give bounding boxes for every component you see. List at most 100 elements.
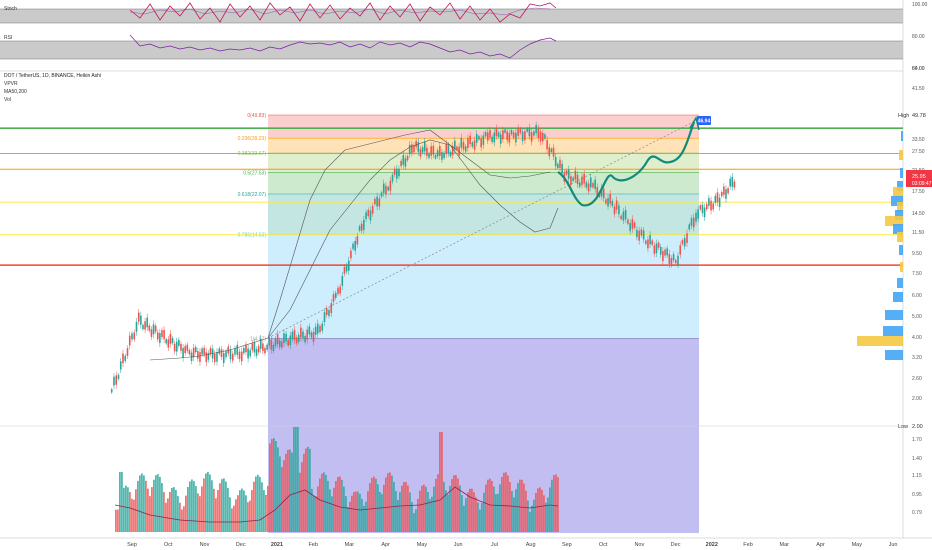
- candle-body: [572, 177, 574, 181]
- candle-body: [184, 346, 186, 354]
- volume-bar: [289, 449, 291, 532]
- volume-bar: [359, 493, 361, 532]
- volume-bar: [169, 491, 171, 532]
- candle-body: [406, 156, 409, 161]
- candle-body: [367, 209, 370, 217]
- candle-body: [681, 240, 684, 245]
- volume-bar: [527, 500, 529, 532]
- candle-body: [251, 343, 254, 351]
- candle-body: [347, 260, 350, 271]
- candle-body: [622, 211, 625, 221]
- candle-body: [647, 239, 649, 249]
- candle-body: [567, 169, 570, 179]
- target-value: 46.94: [698, 119, 711, 125]
- candle-body: [205, 352, 208, 363]
- time-axis-label: Mar: [780, 542, 790, 548]
- candle-body: [238, 351, 241, 360]
- candle-body: [489, 130, 491, 138]
- volume-bar: [179, 502, 181, 532]
- candle-body: [227, 346, 230, 354]
- price-axis[interactable]: 64.0041.5033.5027.5021.5017.5014.5011.50…: [912, 66, 925, 516]
- candle-body: [659, 246, 662, 255]
- candle-body: [268, 337, 271, 346]
- candle-body: [283, 333, 285, 344]
- volume-bar: [327, 480, 329, 532]
- legend: DOT / TetherUS, 1D, BINANCE, Heikin Ashi…: [4, 73, 101, 103]
- volume-bar: [259, 476, 261, 532]
- candle-body: [426, 147, 428, 157]
- price-axis-label: 3.20: [912, 355, 922, 361]
- volume-bar: [175, 489, 177, 532]
- volume-bar: [481, 502, 483, 532]
- low-label: Low: [898, 424, 908, 430]
- candle-body: [374, 198, 376, 205]
- volume-bar: [515, 489, 517, 532]
- fib-level-label: 1(4.97): [250, 337, 266, 343]
- candle-body: [291, 331, 294, 340]
- candle-body: [605, 199, 607, 204]
- candle-body: [554, 156, 557, 167]
- volume-bar: [531, 505, 533, 532]
- candle-body: [119, 361, 122, 370]
- vpvr-bar: [897, 202, 903, 212]
- symbol-line: DOT / TetherUS, 1D, BINANCE, Heikin Ashi: [4, 73, 101, 79]
- candle-body: [447, 145, 450, 154]
- volume-bar: [427, 491, 429, 532]
- fibonacci-retracement[interactable]: 0(49.83) 0.236(39.23) 0.382(33.67) 0.5(27.5…: [238, 113, 699, 343]
- volume-bar: [361, 498, 363, 532]
- candle-body: [662, 251, 664, 261]
- volume-bar: [279, 456, 281, 532]
- candle-body: [330, 303, 333, 314]
- volume-bar: [457, 478, 459, 532]
- candle-body: [512, 132, 515, 138]
- candle-body: [274, 339, 277, 346]
- time-axis[interactable]: Sep Oct Nov Dec 2021 Feb Mar Apr May Jun Jul Aug Sep…: [127, 542, 897, 548]
- fib-level-label: 0.786(14.53): [238, 233, 267, 239]
- projection-path[interactable]: [557, 121, 696, 207]
- candle-body: [266, 344, 268, 350]
- volume-bar: [503, 472, 505, 532]
- volume-bar: [159, 476, 161, 532]
- candle-body: [701, 204, 704, 214]
- volume-bar: [479, 509, 481, 532]
- fib-band: [268, 153, 699, 173]
- volume-bar: [387, 473, 389, 532]
- candle-body: [642, 230, 645, 240]
- candle-body: [287, 340, 289, 346]
- candle-body: [126, 348, 129, 356]
- candle-body: [124, 355, 127, 361]
- candle-body: [350, 250, 352, 259]
- candle-body: [159, 333, 161, 343]
- volume-bar: [261, 482, 263, 532]
- candle-body: [708, 198, 710, 206]
- candle-body: [471, 142, 474, 147]
- volume-bar: [157, 474, 159, 532]
- volume-bar: [273, 438, 275, 532]
- price-axis-label: 1.40: [912, 456, 922, 462]
- candle-body: [352, 243, 354, 249]
- candle-body: [186, 344, 189, 351]
- volume-bar: [353, 491, 355, 532]
- rsi-scale: 80.00: [912, 34, 925, 40]
- volume-bar: [205, 473, 207, 532]
- volume-bar: [487, 479, 489, 532]
- candle-body: [559, 159, 561, 169]
- volume-bar: [287, 449, 289, 532]
- candle-body: [638, 230, 640, 241]
- candle-body: [306, 329, 308, 340]
- candle-body: [272, 344, 275, 352]
- volume-bar: [537, 488, 539, 532]
- candle-body: [640, 229, 643, 236]
- horizontal-levels[interactable]: [0, 127, 903, 266]
- candle-body: [576, 174, 579, 185]
- candle-body: [430, 146, 432, 156]
- volume-bar: [301, 462, 303, 532]
- candle-body: [473, 140, 476, 150]
- volume-bar: [383, 484, 385, 532]
- volume-bar: [299, 472, 301, 532]
- candle-body: [229, 349, 232, 360]
- volume-bar: [323, 472, 325, 532]
- trend-line[interactable]: [267, 119, 698, 339]
- candle-body: [117, 374, 120, 379]
